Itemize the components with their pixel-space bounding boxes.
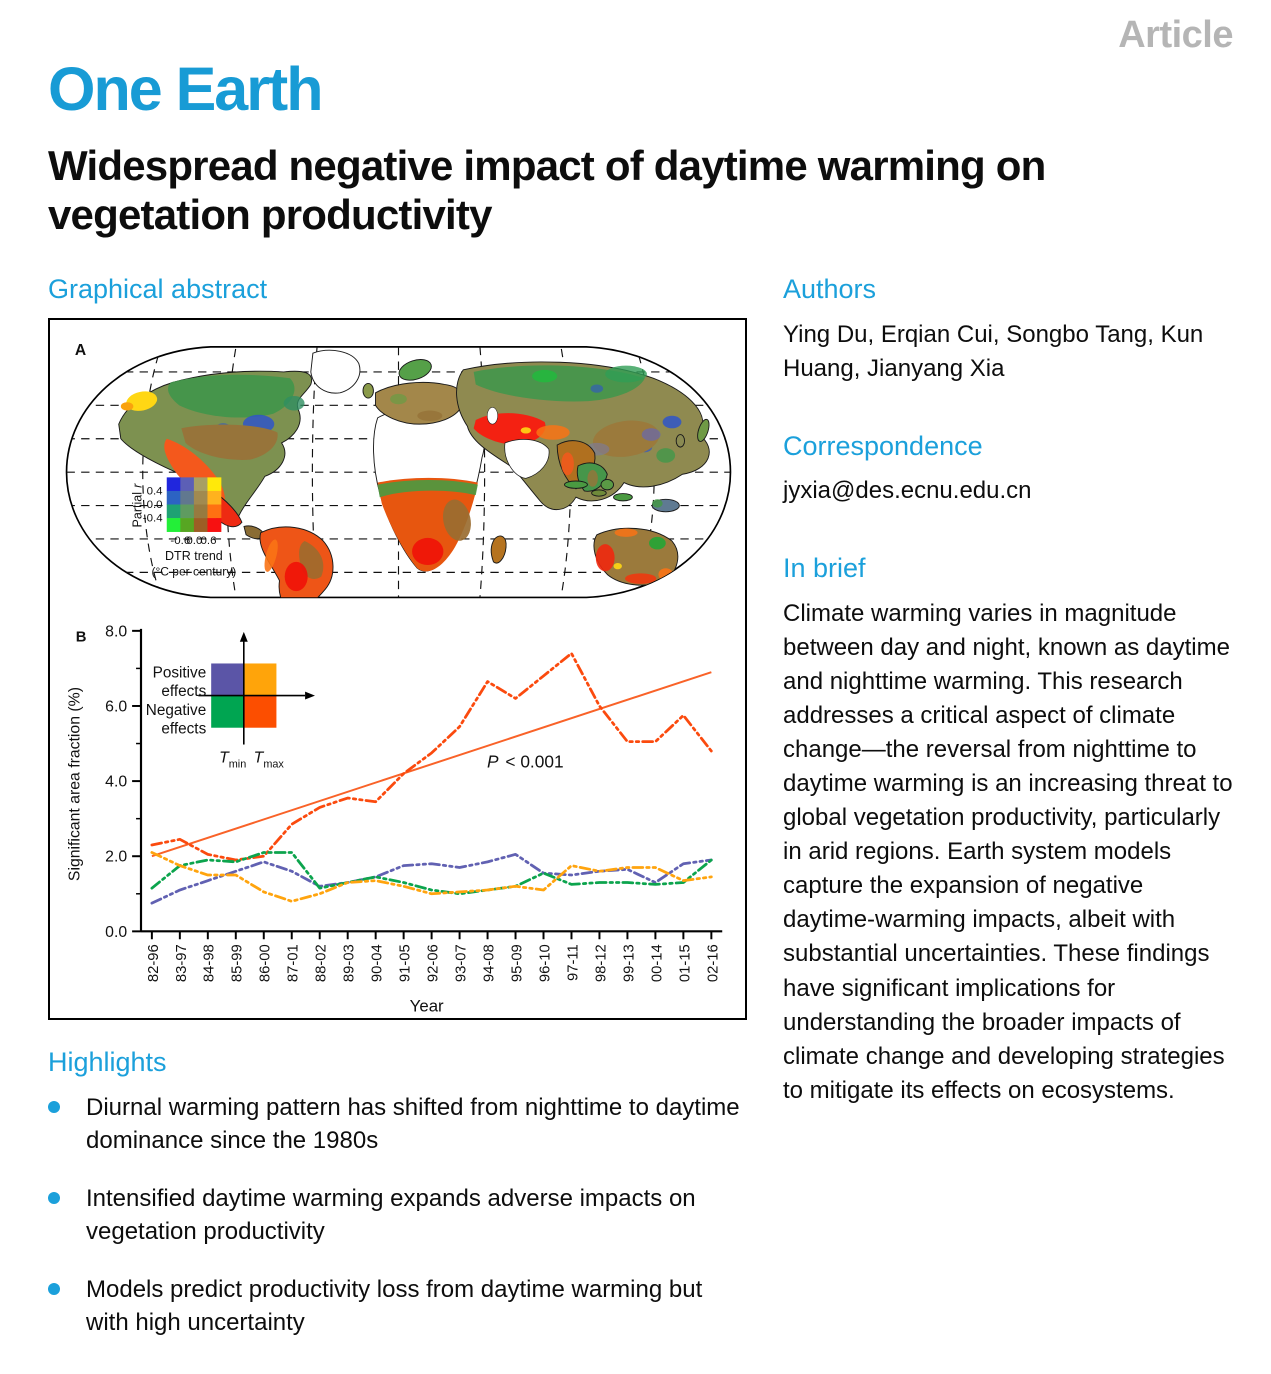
- svg-text:86-00: 86-00: [258, 944, 274, 982]
- in-brief-text: Climate warming varies in magnitude betw…: [783, 599, 1233, 1104]
- dtr-tick: 0.6: [201, 535, 217, 547]
- journal-logo: One Earth: [48, 55, 324, 123]
- graphical-abstract-heading: Graphical abstract: [48, 274, 268, 305]
- in-brief-section: In brief Climate warming varies in magni…: [783, 552, 1235, 1108]
- chart-plot-area: 0.0 2.0 4.0 6.0 8.0 82-96 83-97 84-98 85-99 86-00…: [105, 623, 723, 982]
- in-brief-heading: In brief: [783, 553, 866, 584]
- legend-negative-label: Negative: [146, 702, 206, 719]
- authors-heading: Authors: [783, 274, 877, 305]
- bullet-icon: [48, 1100, 60, 1113]
- x-axis-label: Year: [410, 996, 444, 1015]
- svg-text:82-96: 82-96: [146, 944, 162, 982]
- correspondence-email[interactable]: jyxia@des.ecnu.edu.cn: [783, 477, 1032, 505]
- dtr-tick: -0.6: [170, 535, 190, 547]
- partial-r-tick: 0.0: [147, 499, 163, 511]
- chart-panel: B Significant area fraction (%) 0.0 2.0 4.…: [67, 623, 723, 1015]
- dtr-axis-label: DTR trend: [165, 549, 223, 563]
- svg-text:99-13: 99-13: [621, 944, 637, 982]
- svg-text:8.0: 8.0: [105, 623, 127, 640]
- svg-text:90-04: 90-04: [370, 944, 386, 982]
- legend-tmax-label: Tmax: [254, 749, 285, 770]
- dtr-tick: 0.0: [186, 535, 202, 547]
- svg-text:6.0: 6.0: [105, 698, 127, 715]
- partial-r-tick: 0.4: [147, 485, 164, 497]
- svg-text:92-06: 92-06: [426, 944, 442, 982]
- svg-text:84-98: 84-98: [202, 944, 218, 982]
- panel-b-label: B: [76, 630, 87, 646]
- highlights-section: Highlights Diurnal warming pattern has s…: [48, 1046, 747, 1339]
- dtr-axis-units: (°C per century): [151, 564, 236, 578]
- legend-tmin-label: Tmin: [219, 749, 246, 770]
- partial-r-axis-label: Partialr: [131, 482, 145, 527]
- chart-legend: Positive effects Negative effects Tmin T…: [146, 631, 315, 770]
- partial-r-tick: -0.4: [143, 512, 163, 524]
- svg-text:93-07: 93-07: [454, 944, 470, 982]
- svg-text:83-97: 83-97: [174, 944, 190, 982]
- highlight-item: Models predict productivity loss from da…: [48, 1273, 747, 1339]
- svg-text:00-14: 00-14: [649, 944, 665, 982]
- p-value-annotation: P < 0.001: [487, 751, 564, 771]
- highlight-item: Intensified daytime warming expands adve…: [48, 1182, 747, 1248]
- series-tmin-negative-effects: [150, 851, 713, 896]
- svg-text:01-15: 01-15: [677, 944, 693, 982]
- two-column-layout: Graphical abstract A: [48, 273, 1235, 1364]
- correspondence-heading: Correspondence: [783, 430, 983, 461]
- left-column: Graphical abstract A: [48, 273, 747, 1364]
- svg-text:95-09: 95-09: [509, 944, 525, 982]
- graphical-abstract-figure: A: [48, 317, 747, 1021]
- legend-positive-label: Positive: [153, 664, 207, 681]
- correspondence-section: Correspondence jyxia@des.ecnu.edu.cn: [783, 430, 1235, 508]
- svg-text:97-11: 97-11: [565, 944, 581, 981]
- bullet-icon: [48, 1283, 60, 1296]
- panel-a-label: A: [75, 342, 86, 359]
- svg-text:0.0: 0.0: [105, 924, 127, 941]
- authors-section: Authors Ying Du, Erqian Cui, Songbo Tang…: [783, 273, 1235, 386]
- highlight-item: Diurnal warming pattern has shifted from…: [48, 1091, 747, 1157]
- svg-text:88-02: 88-02: [314, 944, 330, 982]
- series-tmax-positive-effects: [150, 851, 713, 903]
- article-type-badge: Article: [1118, 14, 1233, 56]
- paper-title: Widespread negative impact of daytime wa…: [48, 142, 1046, 239]
- svg-text:98-12: 98-12: [593, 944, 609, 982]
- world-map-panel: A: [65, 342, 732, 598]
- svg-text:91-05: 91-05: [398, 944, 414, 982]
- svg-text:4.0: 4.0: [105, 774, 127, 791]
- svg-text:2.0: 2.0: [105, 849, 127, 866]
- series-tmax-negative-effects: [150, 651, 713, 862]
- highlights-heading: Highlights: [48, 1047, 167, 1078]
- svg-text:effects: effects: [161, 683, 206, 700]
- series-tmin-positive-effects: [150, 852, 713, 905]
- svg-text:96-10: 96-10: [537, 944, 553, 982]
- svg-text:effects: effects: [161, 721, 206, 738]
- svg-text:02-16: 02-16: [705, 944, 721, 982]
- map-bivariate-legend: 0.4 0.0 -0.4 Partialr -0.6 0.0 0.6 DTR t…: [131, 477, 236, 578]
- y-axis-label: Significant area fraction (%): [67, 687, 84, 881]
- svg-text:87-01: 87-01: [286, 944, 302, 982]
- svg-text:89-03: 89-03: [342, 944, 358, 982]
- right-column: Authors Ying Du, Erqian Cui, Songbo Tang…: [783, 273, 1235, 1364]
- svg-text:85-99: 85-99: [230, 944, 246, 982]
- authors-list: Ying Du, Erqian Cui, Songbo Tang, Kun Hu…: [783, 320, 1204, 382]
- svg-text:94-08: 94-08: [481, 944, 497, 982]
- bullet-icon: [48, 1191, 60, 1204]
